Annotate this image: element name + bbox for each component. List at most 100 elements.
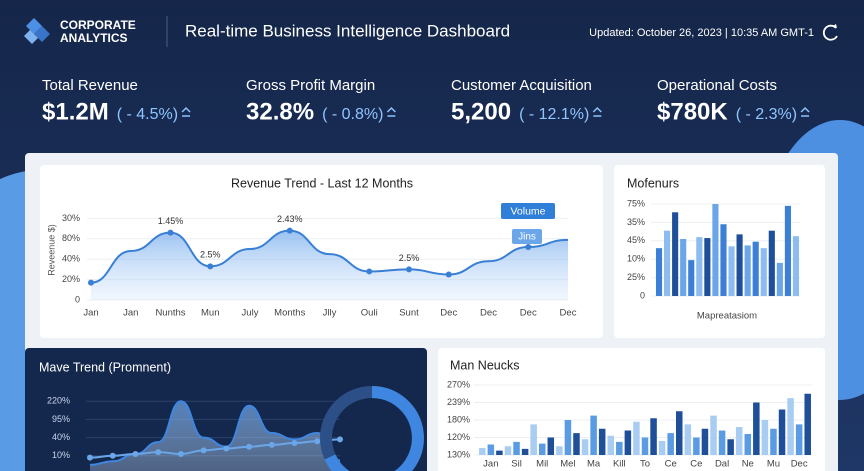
bar [513, 441, 520, 455]
trend-icon [386, 106, 396, 117]
bar [581, 439, 589, 455]
bar [616, 441, 623, 455]
x-tick-label: Mu [767, 459, 780, 470]
bar [784, 205, 791, 296]
x-tick-label: Jlly [323, 308, 337, 319]
y-tick-label: 180% [447, 414, 470, 424]
bar [607, 435, 614, 455]
callout-text: Volume [510, 205, 545, 217]
x-tick-label: Mun [201, 308, 219, 319]
x-tick-label: July [242, 308, 259, 319]
bar [530, 424, 537, 455]
bar [556, 446, 563, 455]
y-tick-label: 120% [447, 432, 470, 442]
point [291, 440, 298, 447]
refresh-icon[interactable] [822, 24, 838, 41]
bar [688, 260, 695, 296]
bar [496, 450, 503, 455]
x-tick-label: Ma [587, 459, 601, 470]
kpi-value: 32.8% [246, 98, 314, 125]
bar [633, 421, 640, 455]
y-tick-label: 20% [62, 274, 80, 284]
point [525, 243, 532, 250]
point [177, 450, 184, 457]
bar [795, 424, 803, 455]
bar [753, 402, 760, 455]
trend-icon [181, 106, 191, 117]
bar [680, 238, 687, 296]
point [88, 279, 94, 286]
bar [564, 420, 572, 455]
bar [752, 241, 759, 296]
bar [787, 398, 794, 455]
x-tick-label: Kill [613, 459, 626, 470]
bar [735, 427, 743, 455]
y-tick-label: 75% [627, 198, 645, 208]
x-tick-label: Ce [690, 459, 702, 470]
bar [479, 448, 486, 455]
bar [761, 420, 769, 455]
y-axis-label: Reveenue $) [46, 224, 56, 276]
x-tick-label: Mel [560, 459, 575, 470]
bar [693, 437, 700, 455]
bar [770, 428, 777, 455]
logo [24, 18, 50, 44]
x-tick-label: Ouli [361, 308, 378, 319]
updated: Updated: October 26, 2023 | 10:35 AM GMT… [589, 27, 814, 39]
bar [736, 234, 743, 296]
point [200, 447, 207, 454]
y-tick-label: 130% [447, 449, 470, 459]
bar [768, 230, 775, 296]
bar [650, 418, 657, 455]
bar [538, 443, 546, 455]
x-tick-label: Sil [511, 459, 522, 470]
bar [701, 428, 709, 455]
callout-text: Jins [518, 232, 536, 243]
kpi-value: $780K [657, 98, 728, 125]
bar [696, 237, 703, 296]
annotation: 2.5% [200, 250, 221, 260]
x-tick-label: Dec [560, 308, 577, 319]
trend-icon [592, 106, 602, 117]
brand: ANALYTICS [60, 31, 128, 45]
kpi-value: 5,200 [451, 98, 511, 125]
y-tick-label: 25% [627, 272, 645, 282]
x-tick-label: Dec [791, 459, 808, 470]
bar [667, 433, 674, 455]
bar [573, 433, 580, 455]
x-tick-label: Ne [742, 459, 754, 470]
bar [504, 446, 512, 455]
x-tick-label: Dec [440, 308, 457, 319]
bar [590, 415, 597, 455]
point [286, 227, 293, 234]
point [406, 266, 412, 273]
x-tick-label: Dec [480, 308, 497, 319]
y-tick-label: 35% [627, 217, 645, 227]
bar [804, 393, 811, 455]
y-tick-label: 40% [62, 254, 80, 264]
bar [718, 430, 726, 455]
area [90, 401, 340, 471]
point [132, 450, 139, 457]
point [109, 452, 116, 459]
bar [664, 230, 671, 296]
refresh-icon[interactable] [833, 24, 837, 28]
y-tick-label: 10% [52, 450, 70, 460]
chart-title: Mofenurs [627, 176, 679, 190]
x-tick-label: Sunt [399, 308, 419, 319]
y-tick-label: 270% [447, 379, 470, 389]
bar [704, 238, 711, 296]
y-tick-label: 95% [52, 414, 70, 424]
x-tick-label: Months [274, 308, 305, 319]
bar [598, 428, 606, 455]
bar [760, 248, 767, 296]
bar [684, 424, 692, 455]
donut-arc [324, 386, 424, 471]
x-tick-label: To [640, 459, 650, 470]
point [207, 263, 214, 270]
annotation: 1.45% [158, 216, 184, 226]
callout [501, 203, 555, 219]
x-tick-label: Jan [123, 308, 138, 319]
